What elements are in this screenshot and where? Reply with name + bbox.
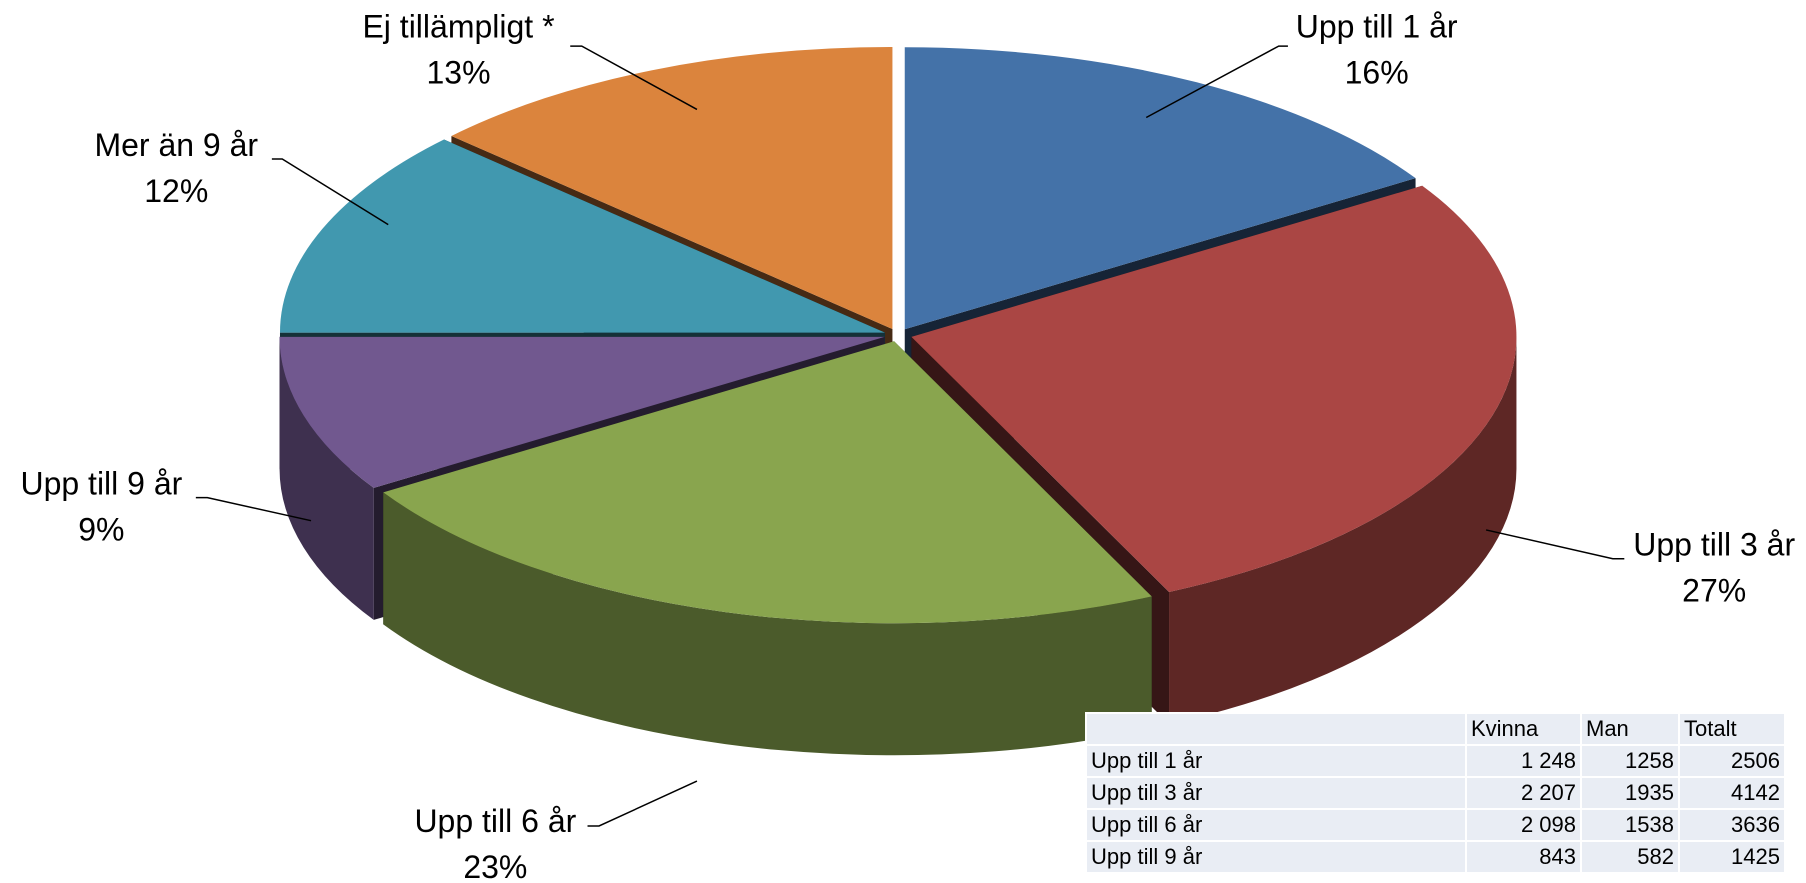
slice-top [279, 336, 885, 488]
slice-value-label: 12% [144, 173, 208, 209]
leader-line [1145, 45, 1288, 119]
table-cell: 2 207 [1465, 776, 1582, 810]
leader-line [195, 496, 312, 522]
slice-label: Ej tillämpligt * [362, 8, 554, 44]
table-cell: 2506 [1678, 744, 1786, 778]
table-cell: 1935 [1580, 776, 1680, 810]
table-cell: 1425 [1678, 840, 1786, 874]
table-cell: Upp till 6 år [1085, 808, 1467, 842]
table-cell: 3636 [1678, 808, 1786, 842]
slice-label: Upp till 1 år [1296, 8, 1458, 44]
table-row: Upp till 3 år 2 207 1935 4142 [1085, 776, 1786, 810]
leader-line [1485, 529, 1625, 560]
table-header: Kvinna Man Totalt [1085, 712, 1786, 746]
pie-slice [383, 341, 1152, 756]
slice-value-label: 9% [78, 512, 124, 548]
table-body: Upp till 1 år 1 248 1258 2506 Upp till 3 år 2… [1085, 744, 1786, 874]
slice-label: Mer än 9 år [94, 127, 258, 163]
header-cell: Totalt [1678, 712, 1786, 746]
table-cell: 843 [1465, 840, 1582, 874]
slice-label: Upp till 9 år [20, 466, 182, 502]
slice-value-label: 23% [463, 849, 527, 883]
slice-value-label: 27% [1682, 573, 1746, 609]
slice-label: Upp till 3 år [1633, 527, 1795, 563]
slice-side-wall [383, 492, 1152, 756]
header-row: Kvinna Man Totalt [1085, 712, 1786, 746]
slice-value-label: 16% [1345, 54, 1409, 90]
slice-top [383, 341, 1152, 624]
slice-value-label: 13% [426, 54, 490, 90]
header-cell: Man [1580, 712, 1680, 746]
table-cell: 2 098 [1465, 808, 1582, 842]
table-cell: Upp till 9 år [1085, 840, 1467, 874]
header-cell: Kvinna [1465, 712, 1582, 746]
table-cell: 1258 [1580, 744, 1680, 778]
table-cell: 4142 [1678, 776, 1786, 810]
data-table: Kvinna Man Totalt Upp till 1 år 1 248 1258… [1085, 712, 1786, 874]
table-row: Upp till 1 år 1 248 1258 2506 [1085, 744, 1786, 778]
header-cell [1085, 712, 1467, 746]
slice-top [451, 47, 893, 330]
table-cell: 582 [1580, 840, 1680, 874]
slice-top [904, 47, 1416, 330]
slice-label: Upp till 6 år [414, 803, 576, 839]
table-row: Upp till 6 år 2 098 1538 3636 [1085, 808, 1786, 842]
table-row: Upp till 9 år 843 582 1425 [1085, 840, 1786, 874]
leader-line [271, 158, 389, 226]
leader-line [587, 780, 698, 827]
slice-top [279, 139, 885, 333]
leader-line [570, 45, 698, 111]
table-cell: Upp till 3 år [1085, 776, 1467, 810]
slice-side-wall [279, 336, 374, 620]
slice-side-wall [1169, 336, 1517, 724]
table-cell: Upp till 1 år [1085, 744, 1467, 778]
table-cell: 1538 [1580, 808, 1680, 842]
slice-top [911, 185, 1517, 592]
table-cell: 1 248 [1465, 744, 1582, 778]
